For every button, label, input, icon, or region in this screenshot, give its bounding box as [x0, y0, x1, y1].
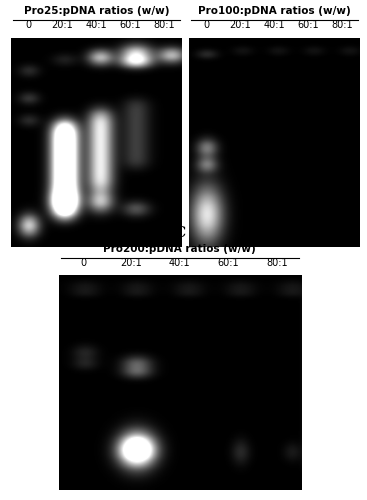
Text: 40:1: 40:1: [86, 20, 107, 30]
Text: 60:1: 60:1: [218, 258, 239, 268]
Text: 80:1: 80:1: [332, 20, 353, 30]
Text: 20:1: 20:1: [229, 20, 251, 30]
Text: Pro25:pDNA ratios (w/w): Pro25:pDNA ratios (w/w): [23, 6, 169, 16]
Text: Pro100:pDNA ratios (w/w): Pro100:pDNA ratios (w/w): [198, 6, 351, 16]
Text: 0: 0: [80, 258, 86, 268]
Text: 0: 0: [203, 20, 209, 30]
Text: 60:1: 60:1: [298, 20, 319, 30]
Text: 80:1: 80:1: [154, 20, 175, 30]
Text: 40:1: 40:1: [169, 258, 190, 268]
Text: 40:1: 40:1: [264, 20, 285, 30]
Text: Pro200:pDNA ratios (w/w): Pro200:pDNA ratios (w/w): [103, 244, 256, 254]
Text: C: C: [174, 226, 185, 240]
Text: 20:1: 20:1: [120, 258, 142, 268]
Text: 0: 0: [25, 20, 31, 30]
Text: A: A: [91, 0, 102, 2]
Text: 60:1: 60:1: [120, 20, 141, 30]
Text: 20:1: 20:1: [51, 20, 73, 30]
Text: B: B: [268, 0, 280, 2]
Text: 80:1: 80:1: [266, 258, 287, 268]
